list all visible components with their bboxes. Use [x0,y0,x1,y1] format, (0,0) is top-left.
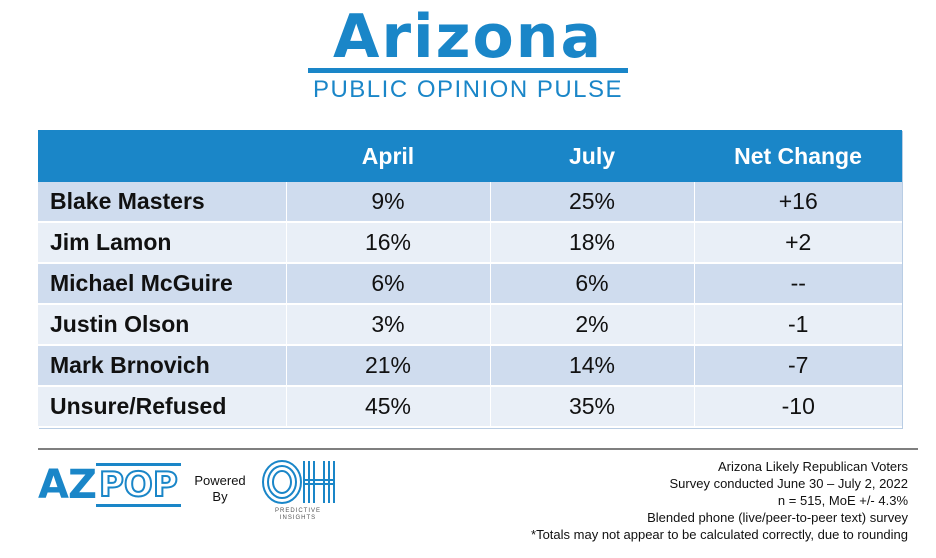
table-row: Unsure/Refused 45% 35% -10 [38,386,902,428]
note-line: Blended phone (live/peer-to-peer text) s… [647,510,908,525]
oh-predictive-insights-logo: OH [262,460,335,504]
july-value: 14% [490,345,695,387]
july-value: 6% [490,263,695,305]
note-line: n = 515, MoE +/- 4.3% [777,493,908,508]
note-line: *Totals may not appear to be calculated … [531,527,908,542]
header-net-change: Net Change [694,130,902,182]
net-change-value: -7 [694,345,902,387]
july-value: 18% [490,222,695,264]
powered-by-line2: By [212,489,228,504]
candidate-name: Unsure/Refused [38,386,287,428]
powered-by-line1: Powered [194,473,246,488]
footer-divider [38,448,918,450]
oh-caption-line2: INSIGHTS [279,515,317,521]
survey-notes: Arizona Likely Republican Voters Survey … [531,458,908,543]
table-row: Blake Masters 9% 25% +16 [38,182,902,223]
note-line: Arizona Likely Republican Voters [717,459,908,474]
oh-caption: PREDICTIVE INSIGHTS [258,508,338,522]
powered-by-label: Powered By [190,473,250,505]
poll-table: April July Net Change Blake Masters 9% 2… [38,130,902,428]
july-value: 25% [490,182,695,223]
april-value: 16% [286,222,491,264]
brand-subtitle: PUBLIC OPINION PULSE [312,76,624,103]
april-value: 9% [286,182,491,223]
brand-title: Arizona [333,2,603,72]
azpop-logo-pop: POP [96,463,181,507]
april-value: 3% [286,304,491,346]
table-header-row: April July Net Change [38,130,902,182]
net-change-value: -- [694,263,902,305]
candidate-name: Blake Masters [38,182,287,223]
header-april: April [286,130,490,182]
candidate-name: Jim Lamon [38,222,287,264]
candidate-name: Mark Brnovich [38,345,287,387]
azpop-logo-az: AZ [38,462,97,508]
net-change-value: +2 [694,222,902,264]
table-row: Michael McGuire 6% 6% -- [38,263,902,305]
april-value: 45% [286,386,491,428]
table-row: Mark Brnovich 21% 14% -7 [38,345,902,387]
note-line: Survey conducted June 30 – July 2, 2022 [669,476,909,491]
net-change-value: -10 [694,386,902,428]
net-change-value: -1 [694,304,902,346]
brand-underline [308,68,628,73]
april-value: 6% [286,263,491,305]
header-candidate [38,130,286,182]
header-july: July [490,130,694,182]
candidate-name: Michael McGuire [38,263,287,305]
candidate-name: Justin Olson [38,304,287,346]
net-change-value: +16 [694,182,902,223]
oh-caption-line1: PREDICTIVE [274,508,321,514]
april-value: 21% [286,345,491,387]
table-row: Justin Olson 3% 2% -1 [38,304,902,346]
july-value: 2% [490,304,695,346]
july-value: 35% [490,386,695,428]
table-row: Jim Lamon 16% 18% +2 [38,222,902,264]
